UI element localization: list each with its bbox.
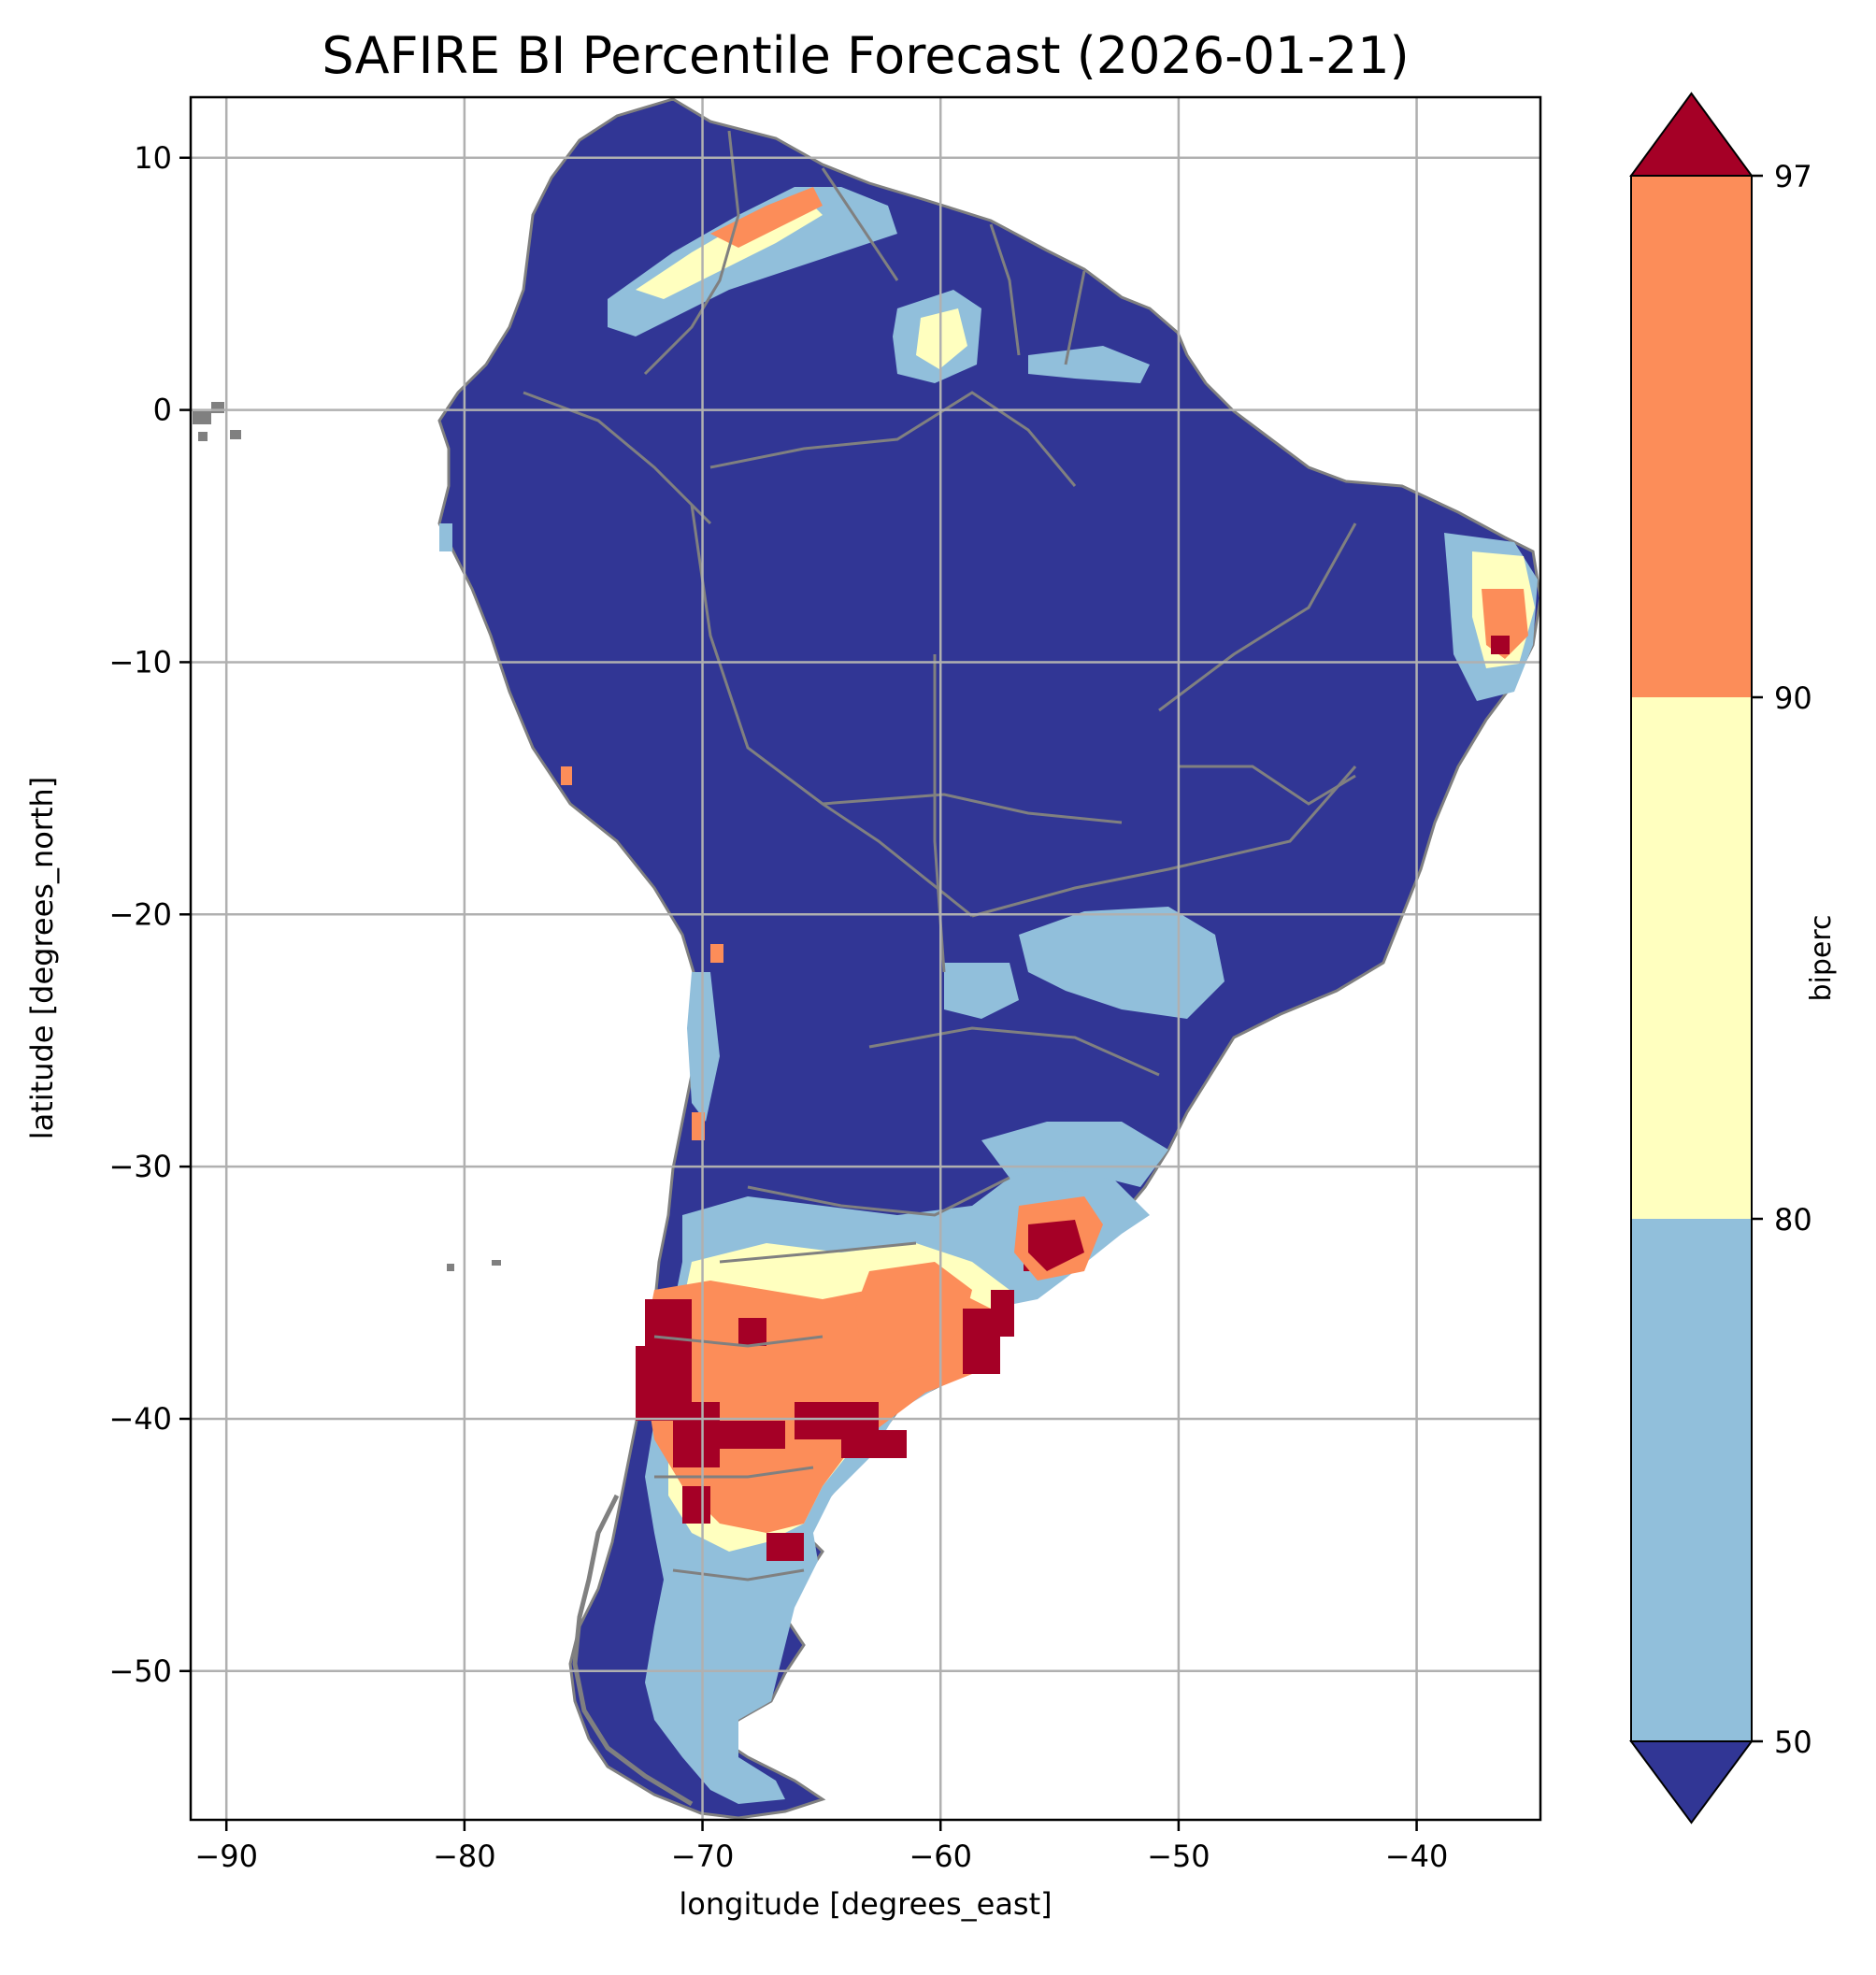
x-tick-label: −80 [433,1839,496,1874]
x-tick-label: −70 [671,1839,735,1874]
east-argentina-90-97-region [855,1262,972,1374]
north-coast-50-80-strip [1028,346,1150,383]
y-axis-label: latitude [degrees_north] [24,777,60,1140]
colorbar-bin-80-90 [1631,697,1752,1219]
y-tick-label: 10 [134,140,172,176]
northeast-brazil-above-97-cell [1491,636,1510,654]
colorbar-bin-50-80 [1631,1219,1752,1741]
south-brazil-50-80-region [981,1122,1168,1187]
offshore-island [492,1260,501,1266]
axes-frame [189,95,1542,1822]
country-borders [523,130,1357,1581]
x-tick-label: −40 [1385,1839,1449,1874]
colorbar-frame [1630,175,1753,1742]
juan-fernandez-island [447,1264,454,1271]
southeast-brazil-50-80-region [1019,907,1224,1019]
y-tick-label: −20 [108,896,172,932]
colorbar: 97 90 80 50 biperc [1629,92,1838,1825]
y-axis: 10 0 −10 −20 −30 −40 −50 [108,140,191,1689]
x-axis: −90 −80 −70 −60 −50 −40 [194,1820,1448,1874]
map-axes: −90 −80 −70 −60 −50 −40 10 0 −10 −20 −30 −40 −50 lo… [24,95,1542,1922]
x-tick-label: −50 [1147,1839,1210,1874]
x-tick-label: −60 [909,1839,972,1874]
colorbar-extend-bottom [1629,1740,1754,1825]
x-axis-label: longitude [degrees_east] [679,1886,1052,1922]
colorbar-label: biperc [1805,914,1838,1001]
grid-lines [191,97,1540,1820]
y-tick-label: −10 [108,644,172,680]
guiana-highlands-80-90-region [916,308,967,369]
x-tick-label: −90 [194,1839,258,1874]
colorbar-tick-97: 97 [1774,159,1812,194]
northern-50-80-region [608,187,897,336]
colorbar-tick-50: 50 [1774,1725,1812,1760]
southern-cone-above-97-cells [636,1234,1080,1561]
chilean-archipelago [572,1494,694,1807]
y-tick-label: −40 [108,1401,172,1437]
y-tick-label: −30 [108,1149,172,1184]
northern-90-97-region [710,187,823,248]
y-tick-label: −50 [108,1653,172,1689]
galapagos-islands [193,402,241,441]
colorbar-tick-90: 90 [1774,680,1812,716]
y-tick-label: 0 [153,393,172,428]
colorbar-tick-80: 80 [1774,1202,1812,1238]
map-title: SAFIRE BI Percentile Forecast (2026-01-2… [322,26,1409,85]
paraguay-50-80-patches [944,963,1019,1019]
colorbar-extend-top [1629,92,1754,177]
colorbar-bin-90-97 [1631,176,1752,697]
uruguay-hotspot [1014,1196,1103,1281]
colorbar-ticks [1752,174,1763,1743]
